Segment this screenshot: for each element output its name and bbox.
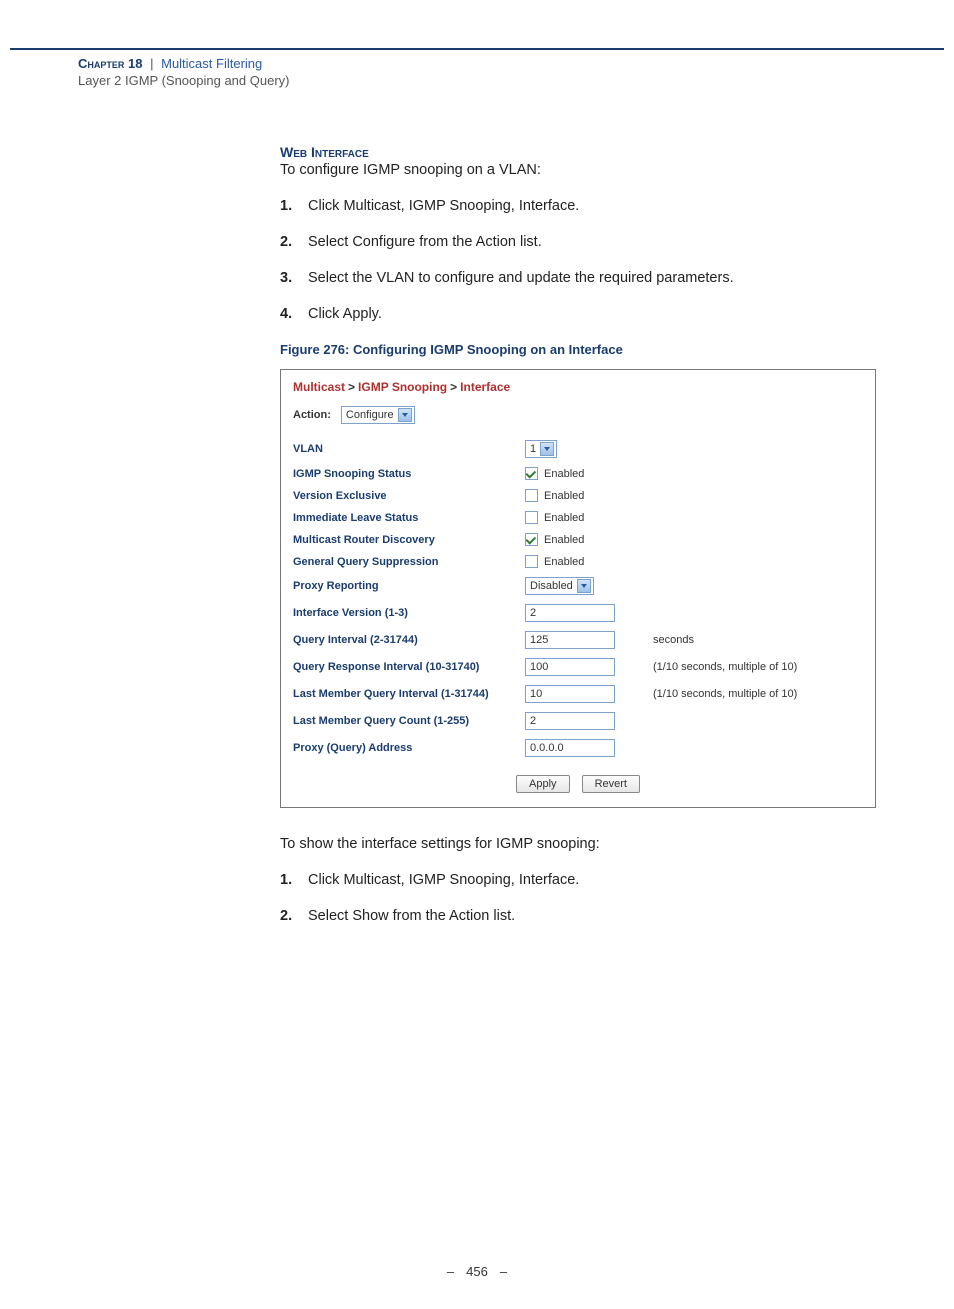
query-resp-hint: (1/10 seconds, multiple of 10) bbox=[631, 661, 863, 673]
running-head: Chapter 18 | Multicast Filtering bbox=[0, 50, 954, 71]
step-text: Select Show from the Action list. bbox=[308, 908, 515, 924]
step-item: 3.Select the VLAN to configure and updat… bbox=[280, 270, 876, 286]
step-text: Select the VLAN to configure and update … bbox=[308, 270, 734, 286]
crumb-a: Multicast bbox=[293, 380, 345, 394]
chapter-label: Chapter 18 bbox=[78, 56, 142, 71]
button-row: Apply Revert bbox=[293, 775, 863, 793]
query-interval-input[interactable]: 125 bbox=[525, 631, 615, 649]
vlan-field: 1 bbox=[525, 440, 631, 458]
breadcrumb: Multicast>IGMP Snooping>Interface bbox=[293, 380, 863, 394]
page-number: 456 bbox=[466, 1264, 488, 1279]
query-resp-input[interactable]: 100 bbox=[525, 658, 615, 676]
config-panel: Multicast>IGMP Snooping>Interface Action… bbox=[280, 369, 876, 808]
steps-list-2: 1.Click Multicast, IGMP Snooping, Interf… bbox=[280, 872, 876, 924]
snoop-status-field: Enabled bbox=[525, 467, 631, 480]
mrouter-disc-label: Multicast Router Discovery bbox=[293, 534, 525, 546]
last-mem-int-hint: (1/10 seconds, multiple of 10) bbox=[631, 688, 863, 700]
imm-leave-label: Immediate Leave Status bbox=[293, 512, 525, 524]
step-text: Click Multicast, IGMP Snooping, Interfac… bbox=[308, 872, 579, 888]
imm-leave-field: Enabled bbox=[525, 511, 631, 524]
mrouter-disc-checkbox[interactable] bbox=[525, 533, 538, 546]
gen-query-supp-field: Enabled bbox=[525, 555, 631, 568]
section-heading: Web Interface bbox=[280, 144, 876, 160]
proxy-addr-input[interactable]: 0.0.0.0 bbox=[525, 739, 615, 757]
last-mem-int-label: Last Member Query Interval (1-31744) bbox=[293, 688, 525, 700]
query-resp-label: Query Response Interval (10-31740) bbox=[293, 661, 525, 673]
crumb-c: Interface bbox=[460, 380, 510, 394]
action-select[interactable]: Configure bbox=[341, 406, 415, 424]
step-item: 2.Select Configure from the Action list. bbox=[280, 234, 876, 250]
proxy-addr-label: Proxy (Query) Address bbox=[293, 742, 525, 754]
step-text: Click Multicast, IGMP Snooping, Interfac… bbox=[308, 198, 579, 214]
step-item: 2.Select Show from the Action list. bbox=[280, 908, 876, 924]
version-excl-field: Enabled bbox=[525, 489, 631, 502]
action-label: Action: bbox=[293, 409, 331, 421]
chevron-down-icon bbox=[577, 579, 591, 593]
step-item: 1.Click Multicast, IGMP Snooping, Interf… bbox=[280, 198, 876, 214]
gen-query-supp-text: Enabled bbox=[544, 556, 584, 568]
page-footer: –456– bbox=[0, 1264, 954, 1309]
imm-leave-checkbox[interactable] bbox=[525, 511, 538, 524]
snoop-status-checkbox[interactable] bbox=[525, 467, 538, 480]
proxy-report-field: Disabled bbox=[525, 577, 631, 595]
vlan-value: 1 bbox=[530, 443, 536, 455]
imm-leave-text: Enabled bbox=[544, 512, 584, 524]
vlan-select[interactable]: 1 bbox=[525, 440, 557, 458]
step-item: 4.Click Apply. bbox=[280, 306, 876, 322]
action-value: Configure bbox=[346, 409, 394, 421]
query-interval-label: Query Interval (2-31744) bbox=[293, 634, 525, 646]
action-row: Action: Configure bbox=[293, 406, 863, 424]
snoop-status-text: Enabled bbox=[544, 468, 584, 480]
chapter-subtitle: Layer 2 IGMP (Snooping and Query) bbox=[0, 71, 954, 88]
form-grid: VLAN 1 IGMP Snooping Status Enabled Vers… bbox=[293, 440, 863, 757]
revert-button[interactable]: Revert bbox=[582, 775, 640, 793]
outro-text: To show the interface settings for IGMP … bbox=[280, 836, 876, 852]
gen-query-supp-checkbox[interactable] bbox=[525, 555, 538, 568]
last-mem-cnt-label: Last Member Query Count (1-255) bbox=[293, 715, 525, 727]
version-excl-text: Enabled bbox=[544, 490, 584, 502]
separator: | bbox=[146, 56, 157, 71]
proxy-report-value: Disabled bbox=[530, 580, 573, 592]
step-text: Select Configure from the Action list. bbox=[308, 234, 542, 250]
chevron-down-icon bbox=[540, 442, 554, 456]
mrouter-disc-text: Enabled bbox=[544, 534, 584, 546]
vlan-label: VLAN bbox=[293, 443, 525, 455]
proxy-report-select[interactable]: Disabled bbox=[525, 577, 594, 595]
crumb-b: IGMP Snooping bbox=[358, 380, 447, 394]
last-mem-int-input[interactable]: 10 bbox=[525, 685, 615, 703]
snoop-status-label: IGMP Snooping Status bbox=[293, 468, 525, 480]
if-version-label: Interface Version (1-3) bbox=[293, 607, 525, 619]
figure-caption: Figure 276: Configuring IGMP Snooping on… bbox=[280, 342, 876, 357]
query-interval-hint: seconds bbox=[631, 634, 863, 646]
if-version-input[interactable]: 2 bbox=[525, 604, 615, 622]
apply-button[interactable]: Apply bbox=[516, 775, 570, 793]
chapter-title: Multicast Filtering bbox=[161, 56, 262, 71]
step-item: 1.Click Multicast, IGMP Snooping, Interf… bbox=[280, 872, 876, 888]
last-mem-cnt-input[interactable]: 2 bbox=[525, 712, 615, 730]
step-text: Click Apply. bbox=[308, 306, 382, 322]
steps-list-1: 1.Click Multicast, IGMP Snooping, Interf… bbox=[280, 198, 876, 322]
version-excl-checkbox[interactable] bbox=[525, 489, 538, 502]
version-excl-label: Version Exclusive bbox=[293, 490, 525, 502]
chevron-down-icon bbox=[398, 408, 412, 422]
proxy-report-label: Proxy Reporting bbox=[293, 580, 525, 592]
gen-query-supp-label: General Query Suppression bbox=[293, 556, 525, 568]
mrouter-disc-field: Enabled bbox=[525, 533, 631, 546]
intro-text: To configure IGMP snooping on a VLAN: bbox=[280, 162, 876, 178]
